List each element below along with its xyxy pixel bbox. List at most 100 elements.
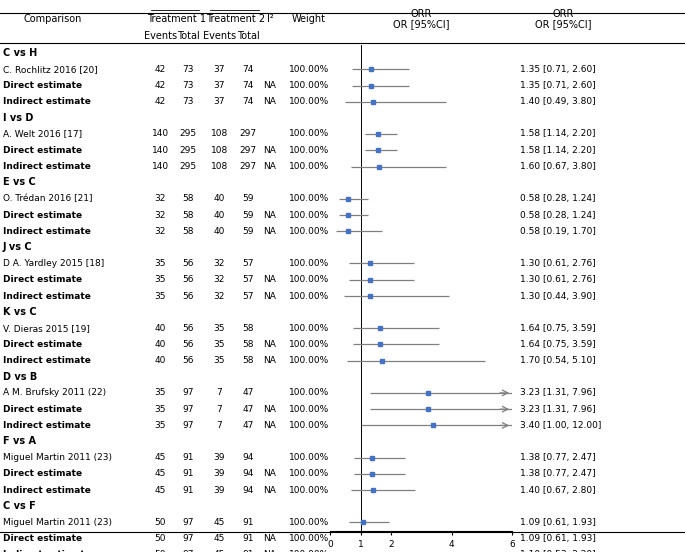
Text: 58: 58 xyxy=(242,356,253,365)
Text: NA: NA xyxy=(264,210,276,220)
Text: 39: 39 xyxy=(214,486,225,495)
Text: 100.00%: 100.00% xyxy=(289,356,329,365)
Text: 100.00%: 100.00% xyxy=(289,518,329,527)
Text: 1.09 [0.61, 1.93]: 1.09 [0.61, 1.93] xyxy=(520,518,596,527)
Text: Treatment 2: Treatment 2 xyxy=(206,14,265,24)
Text: 97: 97 xyxy=(183,405,194,413)
Text: 35: 35 xyxy=(155,259,166,268)
Text: 57: 57 xyxy=(242,275,253,284)
Text: 1.30 [0.61, 2.76]: 1.30 [0.61, 2.76] xyxy=(520,259,596,268)
Text: NA: NA xyxy=(264,81,276,90)
Text: 58: 58 xyxy=(183,227,194,236)
Text: 32: 32 xyxy=(155,194,166,203)
Text: 7: 7 xyxy=(216,389,222,397)
Text: NA: NA xyxy=(264,162,276,171)
Text: 45: 45 xyxy=(214,518,225,527)
Text: Direct estimate: Direct estimate xyxy=(3,81,82,90)
Text: 1.58 [1.14, 2.20]: 1.58 [1.14, 2.20] xyxy=(520,146,595,155)
Text: 58: 58 xyxy=(242,340,253,349)
Text: 108: 108 xyxy=(210,162,228,171)
Text: Weight: Weight xyxy=(292,14,326,24)
Text: 37: 37 xyxy=(214,65,225,74)
Text: 32: 32 xyxy=(214,291,225,300)
Text: V. Dieras 2015 [19]: V. Dieras 2015 [19] xyxy=(3,323,90,333)
Text: E vs C: E vs C xyxy=(3,177,36,188)
Text: 74: 74 xyxy=(242,81,253,90)
Text: Direct estimate: Direct estimate xyxy=(3,210,82,220)
Text: Indirect estimate: Indirect estimate xyxy=(3,227,90,236)
Text: 40: 40 xyxy=(155,323,166,333)
Text: NA: NA xyxy=(264,227,276,236)
Text: ORR: ORR xyxy=(552,9,574,19)
Text: 91: 91 xyxy=(242,534,253,543)
Text: I vs D: I vs D xyxy=(3,113,33,123)
Text: 35: 35 xyxy=(155,275,166,284)
Text: NA: NA xyxy=(264,534,276,543)
Text: 59: 59 xyxy=(242,227,253,236)
Text: Indirect estimate: Indirect estimate xyxy=(3,291,90,300)
Text: 35: 35 xyxy=(155,421,166,430)
Text: 50: 50 xyxy=(155,534,166,543)
Text: 57: 57 xyxy=(242,291,253,300)
Text: 56: 56 xyxy=(183,259,194,268)
Text: OR [95%CI]: OR [95%CI] xyxy=(393,19,449,29)
Text: 97: 97 xyxy=(183,421,194,430)
Text: C. Rochlitz 2016 [20]: C. Rochlitz 2016 [20] xyxy=(3,65,97,74)
Text: Total: Total xyxy=(177,31,200,41)
Text: Indirect estimate: Indirect estimate xyxy=(3,550,90,552)
Text: 100.00%: 100.00% xyxy=(289,97,329,107)
Text: Indirect estimate: Indirect estimate xyxy=(3,486,90,495)
Text: 0.58 [0.19, 1.70]: 0.58 [0.19, 1.70] xyxy=(520,227,596,236)
Text: 100.00%: 100.00% xyxy=(289,162,329,171)
Text: ORR: ORR xyxy=(410,9,432,19)
Text: NA: NA xyxy=(264,275,276,284)
Text: 1.60 [0.67, 3.80]: 1.60 [0.67, 3.80] xyxy=(520,162,596,171)
Text: 1.35 [0.71, 2.60]: 1.35 [0.71, 2.60] xyxy=(520,81,596,90)
Text: Indirect estimate: Indirect estimate xyxy=(3,421,90,430)
Text: 35: 35 xyxy=(155,291,166,300)
Text: 1.09 [0.61, 1.93]: 1.09 [0.61, 1.93] xyxy=(520,534,596,543)
Text: NA: NA xyxy=(264,146,276,155)
Text: 97: 97 xyxy=(183,389,194,397)
Text: 37: 37 xyxy=(214,97,225,107)
Text: 100.00%: 100.00% xyxy=(289,65,329,74)
Text: 1.30 [0.44, 3.90]: 1.30 [0.44, 3.90] xyxy=(520,291,595,300)
Text: 35: 35 xyxy=(155,405,166,413)
Text: 57: 57 xyxy=(242,259,253,268)
Text: 58: 58 xyxy=(183,210,194,220)
Text: 37: 37 xyxy=(214,81,225,90)
Text: K vs C: K vs C xyxy=(3,307,36,317)
Text: 100.00%: 100.00% xyxy=(289,389,329,397)
Text: NA: NA xyxy=(264,405,276,413)
Text: 1.58 [1.14, 2.20]: 1.58 [1.14, 2.20] xyxy=(520,130,595,139)
Text: 297: 297 xyxy=(240,146,256,155)
Text: 42: 42 xyxy=(155,81,166,90)
Text: 7: 7 xyxy=(216,421,222,430)
Text: 56: 56 xyxy=(183,340,194,349)
Text: Direct estimate: Direct estimate xyxy=(3,146,82,155)
Text: 58: 58 xyxy=(242,323,253,333)
Text: OR [95%CI]: OR [95%CI] xyxy=(535,19,591,29)
Text: NA: NA xyxy=(264,340,276,349)
Text: D vs B: D vs B xyxy=(3,371,37,381)
Text: 59: 59 xyxy=(242,194,253,203)
Text: Miguel Martin 2011 (23): Miguel Martin 2011 (23) xyxy=(3,453,112,462)
Text: 1.10 [0.53, 2.20]: 1.10 [0.53, 2.20] xyxy=(520,550,595,552)
Text: 91: 91 xyxy=(242,550,253,552)
Text: 0.58 [0.28, 1.24]: 0.58 [0.28, 1.24] xyxy=(520,210,595,220)
Text: 3.40 [1.00, 12.00]: 3.40 [1.00, 12.00] xyxy=(520,421,601,430)
Text: 47: 47 xyxy=(242,389,253,397)
Text: 45: 45 xyxy=(214,550,225,552)
Text: 42: 42 xyxy=(155,65,166,74)
Text: 297: 297 xyxy=(240,130,256,139)
Text: Indirect estimate: Indirect estimate xyxy=(3,97,90,107)
Text: NA: NA xyxy=(264,469,276,479)
Text: D A. Yardley 2015 [18]: D A. Yardley 2015 [18] xyxy=(3,259,104,268)
Text: 0.58 [0.28, 1.24]: 0.58 [0.28, 1.24] xyxy=(520,194,595,203)
Text: 100.00%: 100.00% xyxy=(289,275,329,284)
Text: 1.38 [0.77, 2.47]: 1.38 [0.77, 2.47] xyxy=(520,453,595,462)
Text: 91: 91 xyxy=(183,453,194,462)
Text: J vs C: J vs C xyxy=(3,242,32,252)
Text: 100.00%: 100.00% xyxy=(289,323,329,333)
Text: 108: 108 xyxy=(210,130,228,139)
